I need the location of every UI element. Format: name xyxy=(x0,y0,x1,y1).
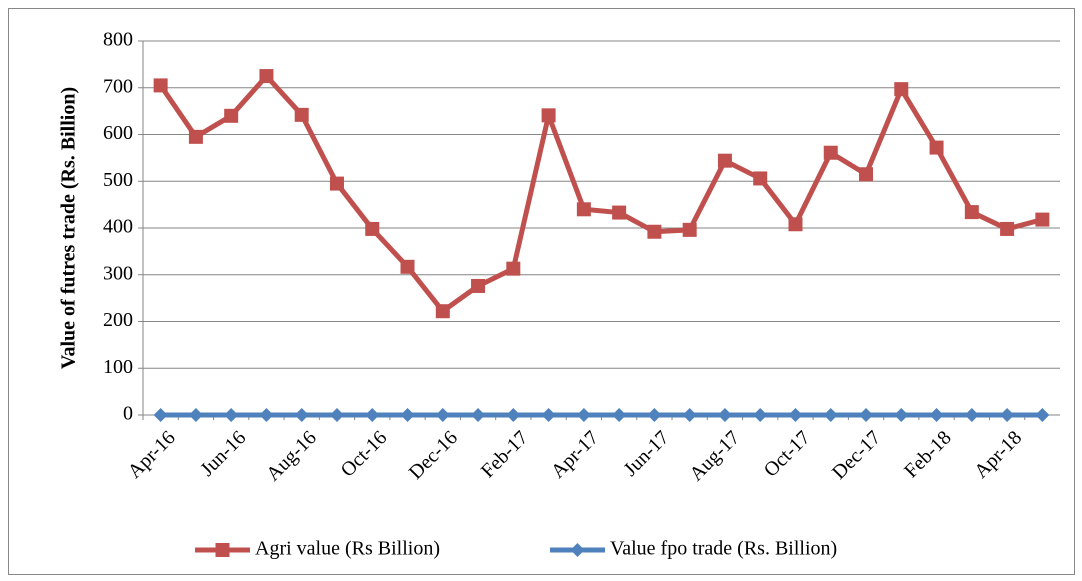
marker xyxy=(294,408,309,422)
marker xyxy=(576,408,591,422)
y-tick-label: 400 xyxy=(103,216,133,238)
marker xyxy=(717,408,732,422)
marker xyxy=(647,224,662,239)
marker xyxy=(823,145,838,160)
y-tick-label: 700 xyxy=(103,75,133,97)
y-tick-label: 0 xyxy=(123,403,133,425)
marker xyxy=(859,408,874,422)
marker xyxy=(153,78,168,93)
marker xyxy=(506,261,521,276)
marker xyxy=(612,408,627,422)
marker xyxy=(541,408,556,422)
marker xyxy=(400,408,415,422)
marker xyxy=(570,543,585,557)
marker xyxy=(188,129,203,144)
marker xyxy=(365,408,380,422)
marker xyxy=(329,408,344,422)
marker xyxy=(259,69,274,84)
legend-label: Agri value (Rs Billion) xyxy=(255,538,440,560)
marker xyxy=(188,408,203,422)
marker xyxy=(153,408,168,422)
series-line xyxy=(158,73,1044,314)
marker xyxy=(1035,212,1050,227)
marker xyxy=(682,408,697,422)
marker xyxy=(400,259,415,274)
marker xyxy=(753,408,768,422)
marker xyxy=(964,408,979,422)
marker xyxy=(788,408,803,422)
marker xyxy=(612,205,627,220)
y-tick-label: 100 xyxy=(103,356,133,378)
y-tick-label: 500 xyxy=(103,169,133,191)
marker xyxy=(471,408,486,422)
marker xyxy=(576,202,591,217)
marker xyxy=(929,408,944,422)
marker xyxy=(365,221,380,236)
legend-label: Value fpo trade (Rs. Billion) xyxy=(610,538,837,560)
y-tick-label: 600 xyxy=(103,122,133,144)
marker xyxy=(329,176,344,191)
marker xyxy=(929,140,944,155)
marker xyxy=(788,217,803,232)
y-tick-label: 200 xyxy=(103,309,133,331)
marker xyxy=(964,205,979,220)
marker xyxy=(894,408,909,422)
marker xyxy=(506,408,521,422)
marker xyxy=(859,167,874,182)
marker xyxy=(224,408,239,422)
marker xyxy=(1035,408,1050,422)
y-axis-title: Value of futres trade (Rs. Billion) xyxy=(58,87,80,369)
marker xyxy=(259,408,274,422)
y-tick-label: 800 xyxy=(103,29,133,51)
marker xyxy=(435,304,450,319)
marker xyxy=(215,543,230,557)
marker xyxy=(1000,408,1015,422)
marker xyxy=(1000,221,1015,236)
marker xyxy=(435,408,450,422)
marker xyxy=(717,153,732,168)
marker xyxy=(541,108,556,123)
marker xyxy=(682,222,697,237)
marker xyxy=(647,408,662,422)
marker xyxy=(823,408,838,422)
marker xyxy=(294,107,309,122)
y-tick-label: 300 xyxy=(103,262,133,284)
marker xyxy=(224,108,239,123)
marker xyxy=(471,278,486,293)
marker xyxy=(894,82,909,97)
marker xyxy=(753,171,768,186)
